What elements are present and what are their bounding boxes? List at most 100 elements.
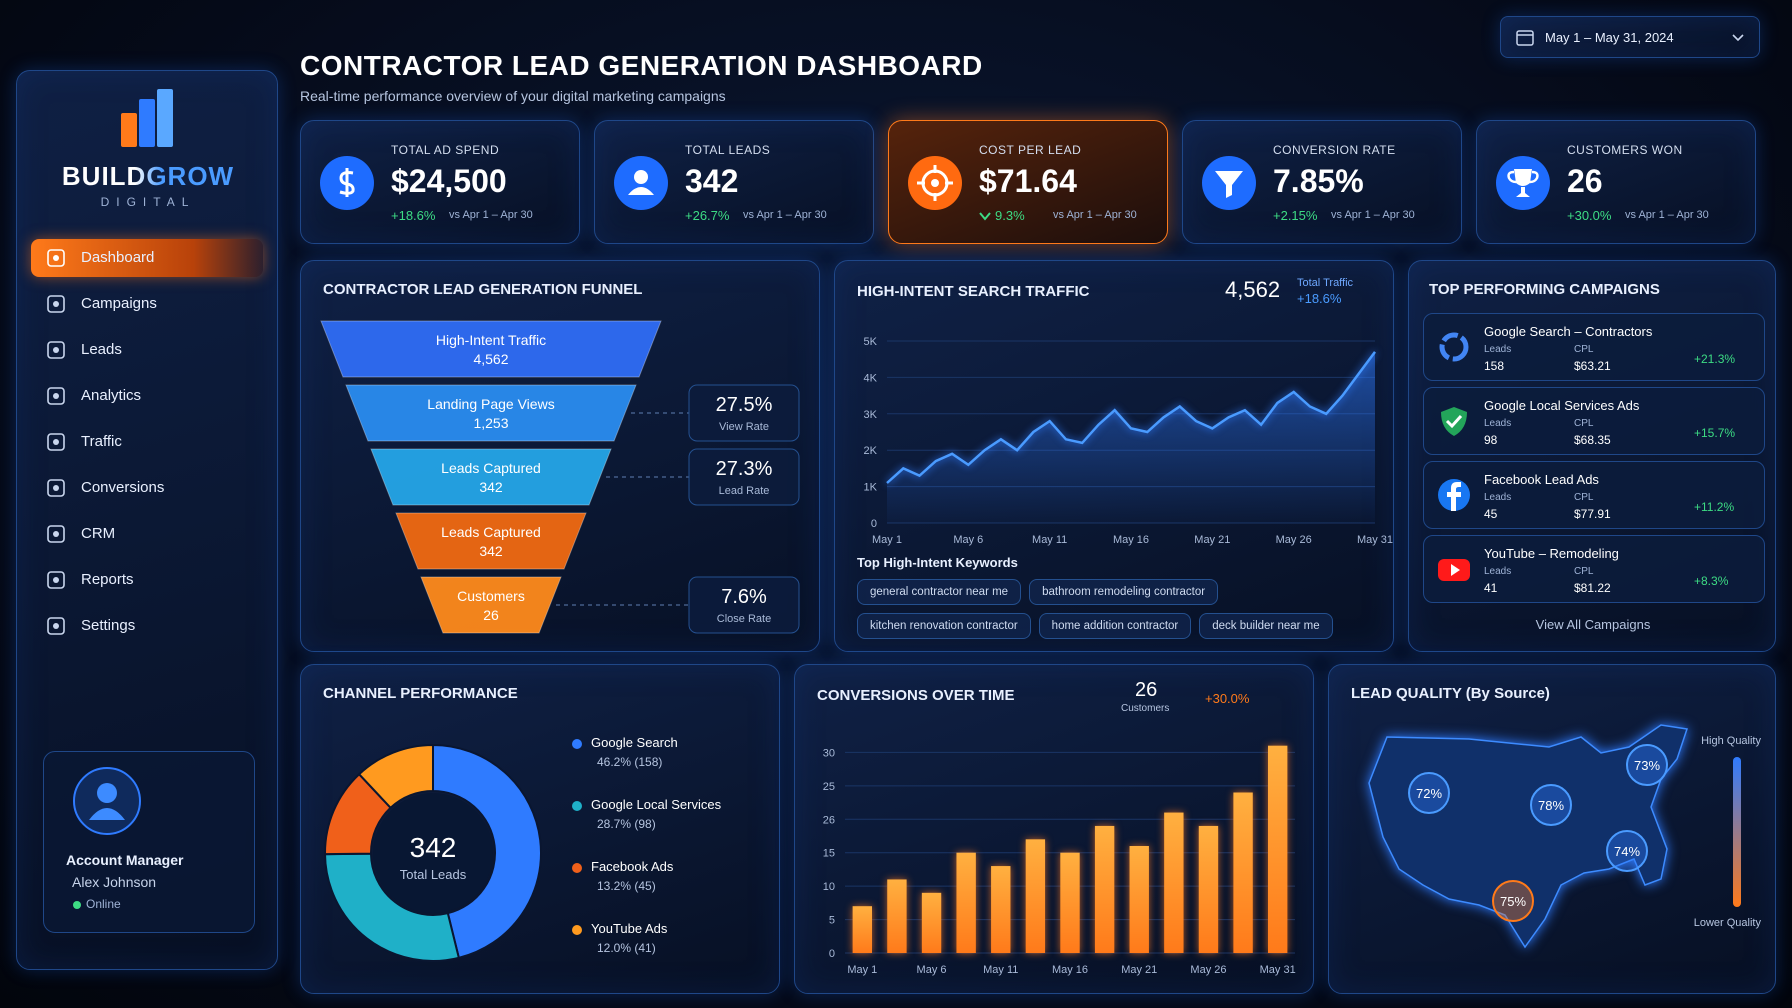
nav-icon [47,341,65,359]
logo-bar [121,113,137,147]
conversions-change: +30.0% [1205,691,1250,706]
graphic: 0 1K 2K 3K 4K 5K May 1 May 6 May 11 May 16 May 21 M… [864,336,1394,546]
donut-hole [373,793,493,913]
campaigns-panel: TOP PERFORMING CAMPAIGNS Google Search – … [1408,260,1776,652]
nav-icon-dot [53,255,59,261]
rate-box [688,384,800,442]
kpi-label: COST PER LEAD [979,143,1082,157]
kpi-change: +18.6% [391,208,436,223]
campaign-item[interactable]: Google Local Services Ads Leads 98 CPL $68.3… [1423,387,1765,455]
keyword-pill[interactable]: kitchen renovation contractor [857,613,1031,639]
nav-item[interactable]: Leads [31,331,263,369]
rate-value: 27.5% [716,394,773,416]
graphic [1496,156,1550,210]
cpl-value: $68.35 [1574,433,1611,447]
funnel-stage [345,384,637,442]
keyword-pill[interactable]: home addition contractor [1038,613,1192,639]
y-tick-label: 1K [864,482,878,494]
nav-label: Traffic [81,433,122,450]
kpi-value: $71.64 [979,163,1077,199]
nav-item[interactable]: Settings [31,607,263,645]
campaign-item[interactable]: Facebook Lead Ads Leads 45 CPL $77.91 +11.2% [1423,461,1765,529]
account-name: Alex Johnson [72,874,157,890]
x-tick-label: May 21 [1121,964,1157,976]
calendar-icon [1516,30,1534,46]
legend-value: 46.2% (158) [597,755,663,769]
cpl-value: $81.22 [1574,581,1611,595]
logo-check [1445,414,1463,429]
x-tick-label: May 31 [1357,534,1393,546]
graphic [47,249,65,267]
keyword-list: general contractor near me bathroom remod… [857,579,1377,639]
nav-label: Campaigns [81,295,157,312]
campaign-item[interactable]: Google Search – Contractors Leads 158 CPL $6… [1423,313,1765,381]
cpl-label: CPL [1574,344,1594,355]
leads-value: 158 [1484,359,1505,373]
region-label: 75% [1500,894,1526,909]
nav-item[interactable]: Dashboard [31,239,263,277]
bar [1094,825,1115,953]
nav-icon-dot [53,531,59,537]
quality-scale [1733,757,1741,907]
nav-item[interactable]: Campaigns [31,285,263,323]
funnel-stage-label: Customers [457,588,525,604]
nav-item[interactable]: Reports [31,561,263,599]
legend-value: 28.7% (98) [597,817,656,831]
kpi-card: TOTAL LEADS 342 +26.7% vs Apr 1 – Apr 30 [594,120,874,244]
panel-title: HIGH-INTENT SEARCH TRAFFIC [857,283,1090,300]
kpi-change: +2.15% [1273,208,1318,223]
view-all-link[interactable]: View All Campaigns [1535,617,1651,632]
legend-value: 12.0% (41) [597,941,656,955]
kpi-card: CONVERSION RATE 7.85% +2.15% vs Apr 1 – Apr… [1182,120,1462,244]
nav-item[interactable]: Conversions [31,469,263,507]
page-subtitle: Real-time performance overview of your d… [300,88,726,104]
keyword-pill[interactable]: bathroom remodeling contractor [1029,579,1219,605]
conversions-panel: 0 5 10 15 26 25 30 May 1 May 6 May 11 May 16 May 21… [794,664,1314,994]
kpi-value: 7.85% [1273,163,1364,199]
chevron [1732,34,1744,42]
bar [1060,852,1080,953]
x-tick-label: May 11 [1032,534,1067,546]
graphic [1438,479,1470,511]
donut-slice [432,743,542,960]
region-bubble [1408,772,1450,814]
funnel-stage-value: 342 [479,479,503,495]
icon-target-cross [917,165,953,201]
date-picker[interactable]: May 1 – May 31, 2024 [1500,16,1760,58]
logo-bar [139,99,155,147]
bar [852,906,872,953]
y-tick-label: 5 [829,915,835,927]
donut-center-label: Total Leads [400,867,467,882]
logo-shield [1441,407,1467,436]
legend-dot [572,863,582,873]
graphic [121,89,173,147]
kpi-value: 26 [1567,163,1603,199]
cpl-label: CPL [1574,566,1594,577]
cpl-value: $63.21 [1574,359,1611,373]
x-tick-label: May 6 [917,964,947,976]
campaign-change: +21.3% [1694,352,1736,366]
page-title: CONTRACTOR LEAD GENERATION DASHBOARD [300,50,983,81]
kpi-change: +30.0% [1567,208,1612,223]
logo-google [1439,332,1469,362]
traffic-total: 4,562 [1225,277,1281,302]
nav-icon-dot [53,439,59,445]
graphic [908,156,962,210]
y-tick-label: 5K [864,336,878,348]
kpi-value: 342 [685,163,739,199]
legend-value: 13.2% (45) [597,879,656,893]
keyword-pill[interactable]: deck builder near me [1199,613,1333,639]
x-tick-label: May 1 [847,964,877,976]
bar [1025,839,1046,953]
nav-item[interactable]: CRM [31,515,263,553]
y-tick-label: 26 [823,814,835,826]
nav-item[interactable]: Analytics [31,377,263,415]
campaign-item[interactable]: YouTube – Remodeling Leads 41 CPL $81.22 +8.3… [1423,535,1765,603]
keyword-pill[interactable]: general contractor near me [857,579,1022,605]
funnel-stage [395,512,587,570]
line [886,351,1377,484]
rate-label: Close Rate [717,613,771,625]
funnel-stage-label: Landing Page Views [427,396,554,412]
nav-item[interactable]: Traffic [31,423,263,461]
nav-icon-dot [53,347,59,353]
